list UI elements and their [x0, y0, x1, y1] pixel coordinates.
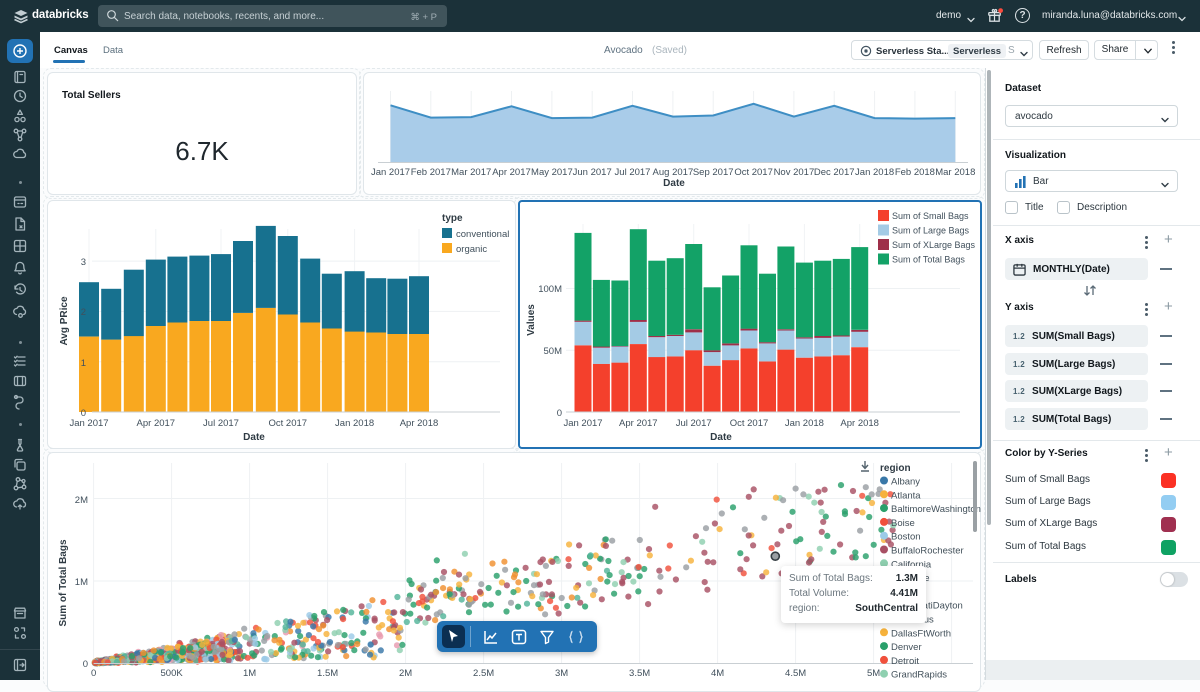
svg-text:2.5M: 2.5M — [473, 668, 494, 679]
svg-text:50M: 50M — [544, 346, 563, 357]
svg-text:Oct 2017: Oct 2017 — [269, 418, 308, 429]
svg-text:Apr 2017: Apr 2017 — [137, 418, 176, 429]
svg-text:Jan 2018: Jan 2018 — [335, 418, 374, 429]
svg-text:4M: 4M — [711, 668, 724, 679]
svg-text:CincinnatiDayton: CincinnatiDayton — [891, 601, 963, 612]
svg-text:Apr 2018: Apr 2018 — [400, 418, 439, 429]
svg-text:1M: 1M — [243, 668, 256, 679]
svg-text:organic: organic — [456, 244, 487, 255]
svg-text:Dec 2017: Dec 2017 — [814, 167, 855, 178]
svg-text:Sum of XLarge Bags: Sum of XLarge Bags — [892, 240, 976, 250]
svg-text:Date: Date — [243, 432, 265, 443]
svg-text:1: 1 — [81, 358, 86, 369]
svg-text:Mar 2017: Mar 2017 — [451, 167, 491, 178]
svg-text:May 2017: May 2017 — [531, 167, 573, 178]
svg-text:5M: 5M — [867, 668, 880, 679]
svg-text:Detroit: Detroit — [891, 656, 919, 667]
svg-text:Date: Date — [663, 178, 685, 189]
svg-text:Jul 2017: Jul 2017 — [203, 418, 239, 429]
svg-text:Nov 2017: Nov 2017 — [774, 167, 815, 178]
svg-text:3.5M: 3.5M — [629, 668, 650, 679]
svg-text:Albany: Albany — [891, 477, 920, 488]
svg-text:Apr 2018: Apr 2018 — [840, 418, 879, 429]
svg-text:region: region — [880, 463, 911, 474]
svg-text:GrandRapids: GrandRapids — [891, 670, 947, 681]
svg-text:Sep 2017: Sep 2017 — [693, 167, 734, 178]
svg-text:2M: 2M — [75, 495, 88, 506]
svg-text:Jul 2017: Jul 2017 — [615, 167, 651, 178]
svg-text:0: 0 — [81, 408, 86, 419]
svg-text:conventional: conventional — [456, 229, 509, 240]
svg-text:4.5M: 4.5M — [785, 668, 806, 679]
svg-text:Boston: Boston — [891, 532, 921, 543]
svg-text:Date: Date — [710, 432, 732, 443]
svg-text:Jan 2018: Jan 2018 — [855, 167, 894, 178]
svg-text:1.5M: 1.5M — [317, 668, 338, 679]
svg-text:Feb 2018: Feb 2018 — [895, 167, 935, 178]
svg-text:1M: 1M — [75, 577, 88, 588]
svg-text:Mar 2018: Mar 2018 — [935, 167, 975, 178]
svg-text:0: 0 — [83, 659, 88, 670]
svg-text:Jul 2017: Jul 2017 — [676, 418, 712, 429]
svg-text:type: type — [442, 213, 463, 224]
svg-text:Values: Values — [526, 304, 537, 336]
svg-text:Atlanta: Atlanta — [891, 490, 921, 501]
svg-text:DallasFtWorth: DallasFtWorth — [891, 628, 951, 639]
svg-text:Sum of Large Bags: Sum of Large Bags — [892, 226, 970, 236]
svg-text:Denver: Denver — [891, 642, 922, 653]
svg-text:Oct 2017: Oct 2017 — [734, 167, 773, 178]
svg-text:Jun 2017: Jun 2017 — [573, 167, 612, 178]
svg-text:Sum of Small Bags: Sum of Small Bags — [892, 211, 969, 221]
svg-text:Apr 2017: Apr 2017 — [619, 418, 658, 429]
svg-text:Boise: Boise — [891, 518, 915, 529]
svg-text:California: California — [891, 559, 932, 570]
svg-text:Sum of Total Bags: Sum of Total Bags — [892, 255, 965, 265]
svg-text:Jan 2017: Jan 2017 — [371, 167, 410, 178]
svg-text:0: 0 — [557, 408, 562, 419]
svg-text:Apr 2017: Apr 2017 — [492, 167, 531, 178]
svg-text:Jan 2017: Jan 2017 — [563, 418, 602, 429]
svg-text:3: 3 — [81, 257, 86, 268]
svg-text:Feb 2017: Feb 2017 — [411, 167, 451, 178]
svg-text:Jan 2018: Jan 2018 — [785, 418, 824, 429]
svg-text:Oct 2017: Oct 2017 — [730, 418, 769, 429]
svg-text:Sum of Total Bags: Sum of Total Bags — [58, 539, 69, 626]
svg-text:3M: 3M — [555, 668, 568, 679]
svg-text:2: 2 — [81, 307, 86, 318]
svg-text:2M: 2M — [399, 668, 412, 679]
svg-text:Aug 2017: Aug 2017 — [653, 167, 694, 178]
svg-text:500K: 500K — [161, 668, 184, 679]
svg-text:0: 0 — [91, 668, 96, 679]
svg-text:BaltimoreWashington: BaltimoreWashington — [891, 504, 981, 515]
svg-text:100M: 100M — [538, 284, 562, 295]
svg-text:BuffaloRochester: BuffaloRochester — [891, 546, 964, 557]
svg-text:Avg PRice: Avg PRice — [59, 296, 70, 346]
svg-text:Jan 2017: Jan 2017 — [69, 418, 108, 429]
